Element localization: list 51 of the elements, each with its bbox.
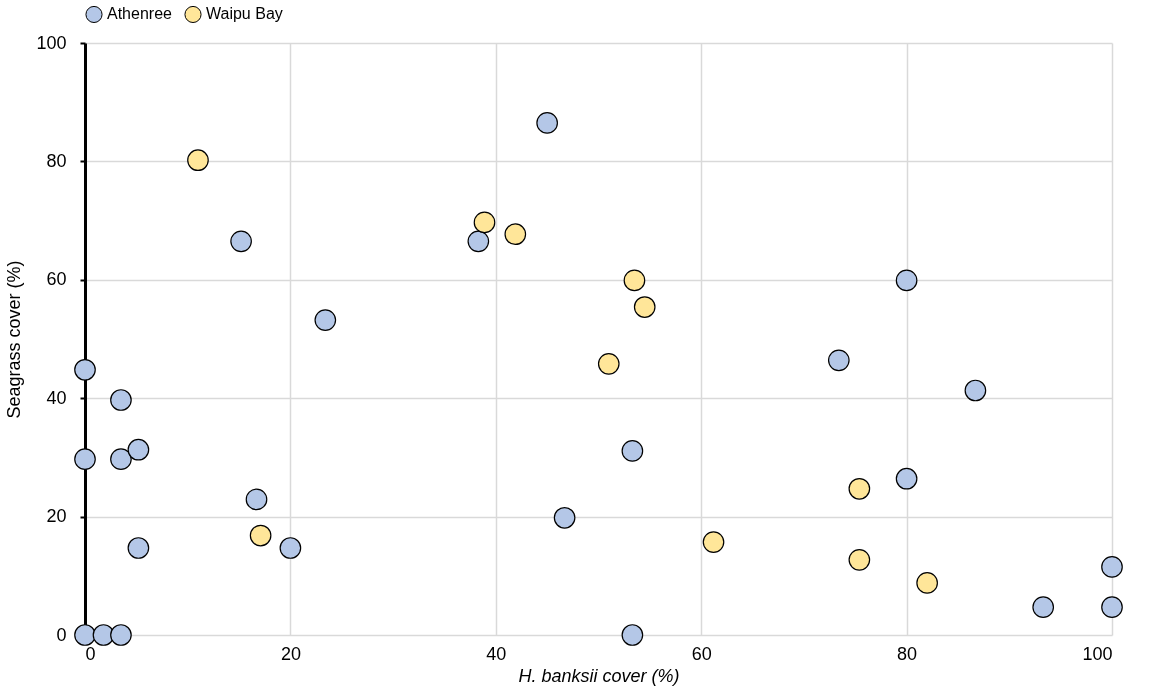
point [895,467,918,490]
point [110,624,132,646]
point [621,624,644,646]
point [895,269,918,292]
point [504,223,527,246]
point [230,230,252,253]
legend-label: Athenree [107,5,173,23]
x-tick-label: 40 [486,643,507,664]
x-tick-label: 80 [897,643,918,664]
point [245,488,268,511]
y-tick-label: 40 [46,387,67,408]
point [916,572,938,594]
point [1101,596,1123,618]
point [127,438,150,461]
point [74,624,96,646]
point [848,477,871,500]
point [314,309,337,331]
point [621,440,644,462]
point [1101,556,1123,578]
point [964,379,987,402]
x-tick-label: 0 [85,643,96,664]
legend-label: Waipu Bay [206,5,283,23]
point [110,389,132,411]
point [848,548,871,571]
y-tick-label: 60 [46,269,67,290]
point [623,269,646,292]
point [74,358,96,381]
x-tick-label: 60 [691,643,712,664]
y-tick-label: 80 [46,150,67,171]
x-axis-title: H. banksii cover (%) [518,665,680,686]
point [249,524,272,547]
y-tick-label: 100 [36,32,67,53]
y-axis-title: Seagrass cover (%) [4,260,25,419]
point [110,448,132,470]
point [187,149,209,172]
x-tick-label: 100 [1082,643,1113,664]
y-tick-label: 0 [56,624,67,645]
point [553,506,576,529]
point [597,353,620,375]
x-tick-label: 20 [280,643,301,664]
y-tick-label: 20 [46,506,67,527]
point [827,349,850,372]
point [74,448,96,470]
point [702,531,725,553]
point [467,230,490,253]
point [1032,596,1055,618]
point [127,537,150,559]
point [633,296,656,318]
point [473,211,496,234]
point [279,537,302,559]
point [536,112,558,134]
